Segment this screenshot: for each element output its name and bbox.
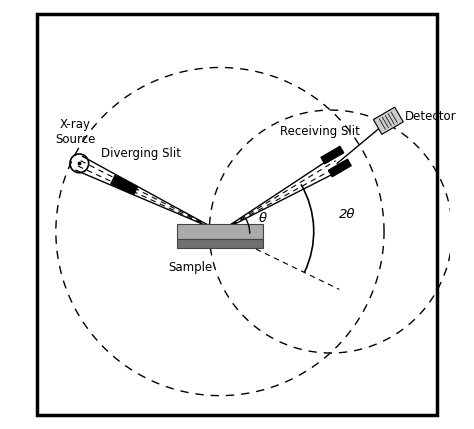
Polygon shape [374,107,403,134]
Text: θ: θ [258,212,266,225]
Polygon shape [111,175,138,195]
Polygon shape [177,239,263,248]
Text: Receiving Slit: Receiving Slit [280,125,360,138]
Bar [177,224,263,239]
Text: Sample: Sample [168,261,212,275]
Polygon shape [328,159,351,177]
Text: Diverging Slit: Diverging Slit [101,147,182,160]
Polygon shape [321,146,344,164]
Text: Detector: Detector [405,110,457,123]
Text: 2θ: 2θ [339,208,356,221]
Text: X-ray
Source: X-ray Source [55,118,95,146]
